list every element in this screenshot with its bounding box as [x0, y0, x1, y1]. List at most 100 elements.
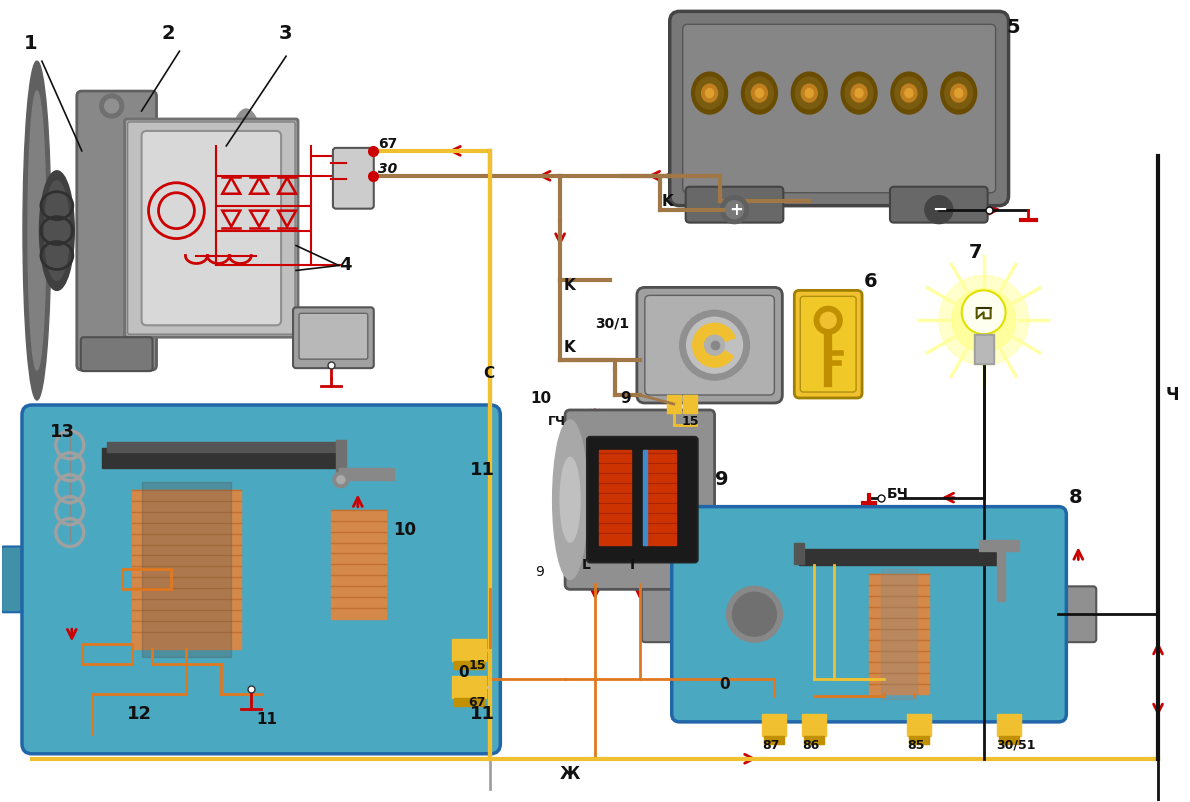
- Bar: [644, 450, 676, 545]
- Text: 4: 4: [339, 257, 351, 274]
- Circle shape: [727, 586, 782, 642]
- Text: 10: 10: [393, 520, 415, 538]
- Bar: [101, 448, 340, 468]
- Text: 30: 30: [377, 162, 397, 176]
- Bar: [973, 334, 994, 364]
- Circle shape: [337, 476, 345, 484]
- Ellipse shape: [795, 77, 823, 109]
- FancyBboxPatch shape: [81, 337, 152, 371]
- Ellipse shape: [791, 72, 827, 114]
- Text: K: K: [564, 278, 576, 294]
- Bar: [643, 450, 647, 545]
- Text: 11: 11: [470, 460, 495, 479]
- Bar: [82, 644, 132, 664]
- Text: 0: 0: [720, 677, 731, 692]
- Ellipse shape: [39, 171, 74, 290]
- FancyBboxPatch shape: [299, 314, 368, 359]
- Bar: [881, 569, 916, 699]
- Text: 8: 8: [1069, 488, 1082, 507]
- Text: 9: 9: [620, 391, 631, 406]
- Bar: [802, 714, 826, 736]
- Ellipse shape: [841, 72, 877, 114]
- Bar: [121, 569, 171, 589]
- Text: Ж: Ж: [560, 764, 581, 783]
- Text: 30/1: 30/1: [595, 316, 630, 330]
- Bar: [455, 661, 484, 669]
- Text: I: I: [630, 558, 635, 573]
- Text: 11: 11: [470, 705, 495, 723]
- Text: 7: 7: [969, 244, 982, 262]
- Text: 6: 6: [864, 273, 878, 291]
- Text: 85: 85: [907, 739, 925, 751]
- Text: 9: 9: [714, 470, 728, 488]
- Circle shape: [814, 306, 843, 334]
- Bar: [763, 714, 787, 736]
- Text: 87: 87: [763, 739, 779, 751]
- FancyBboxPatch shape: [1, 546, 37, 612]
- Ellipse shape: [552, 420, 588, 579]
- Bar: [909, 736, 929, 743]
- Ellipse shape: [954, 88, 963, 98]
- Circle shape: [704, 335, 725, 355]
- FancyBboxPatch shape: [637, 287, 782, 403]
- Bar: [998, 736, 1019, 743]
- Text: 30/51: 30/51: [996, 739, 1036, 751]
- Ellipse shape: [845, 77, 873, 109]
- Text: 3: 3: [280, 24, 293, 43]
- Bar: [869, 574, 929, 694]
- Circle shape: [100, 94, 124, 118]
- Text: K: K: [564, 340, 576, 355]
- FancyBboxPatch shape: [21, 405, 500, 754]
- FancyBboxPatch shape: [641, 586, 685, 642]
- Circle shape: [939, 275, 1028, 365]
- Ellipse shape: [221, 109, 271, 328]
- Circle shape: [952, 289, 1015, 352]
- Ellipse shape: [945, 77, 972, 109]
- FancyBboxPatch shape: [1052, 586, 1096, 642]
- Ellipse shape: [801, 84, 818, 102]
- Text: ГЧ: ГЧ: [549, 415, 566, 428]
- Circle shape: [679, 310, 750, 380]
- Bar: [331, 509, 386, 619]
- Ellipse shape: [951, 84, 966, 102]
- Text: 13: 13: [50, 423, 75, 441]
- Text: 1: 1: [24, 34, 38, 53]
- Ellipse shape: [756, 88, 764, 98]
- FancyBboxPatch shape: [565, 410, 714, 589]
- Text: L: L: [582, 558, 591, 573]
- Ellipse shape: [941, 72, 977, 114]
- Bar: [599, 450, 631, 545]
- Bar: [339, 468, 394, 480]
- FancyBboxPatch shape: [125, 119, 298, 337]
- FancyBboxPatch shape: [683, 24, 996, 192]
- Bar: [683, 395, 696, 413]
- Bar: [907, 714, 931, 736]
- FancyBboxPatch shape: [685, 187, 783, 223]
- Text: 11: 11: [256, 712, 277, 727]
- FancyBboxPatch shape: [127, 122, 295, 334]
- Bar: [996, 552, 1004, 602]
- Circle shape: [820, 312, 837, 328]
- FancyBboxPatch shape: [77, 91, 157, 370]
- Bar: [452, 639, 487, 661]
- Ellipse shape: [696, 77, 724, 109]
- Ellipse shape: [29, 91, 46, 370]
- FancyBboxPatch shape: [333, 148, 374, 209]
- Ellipse shape: [741, 72, 777, 114]
- Bar: [452, 676, 487, 698]
- Bar: [336, 439, 346, 472]
- Ellipse shape: [691, 72, 727, 114]
- Ellipse shape: [751, 84, 768, 102]
- Text: 86: 86: [802, 739, 820, 751]
- Bar: [978, 540, 1019, 552]
- Text: 12: 12: [126, 705, 151, 723]
- FancyBboxPatch shape: [142, 131, 281, 326]
- FancyBboxPatch shape: [670, 11, 1009, 205]
- Text: C: C: [483, 366, 495, 381]
- Circle shape: [687, 318, 743, 373]
- Ellipse shape: [904, 88, 913, 98]
- FancyBboxPatch shape: [587, 437, 697, 562]
- Ellipse shape: [44, 180, 69, 281]
- Text: 2: 2: [162, 24, 175, 43]
- Ellipse shape: [23, 61, 51, 400]
